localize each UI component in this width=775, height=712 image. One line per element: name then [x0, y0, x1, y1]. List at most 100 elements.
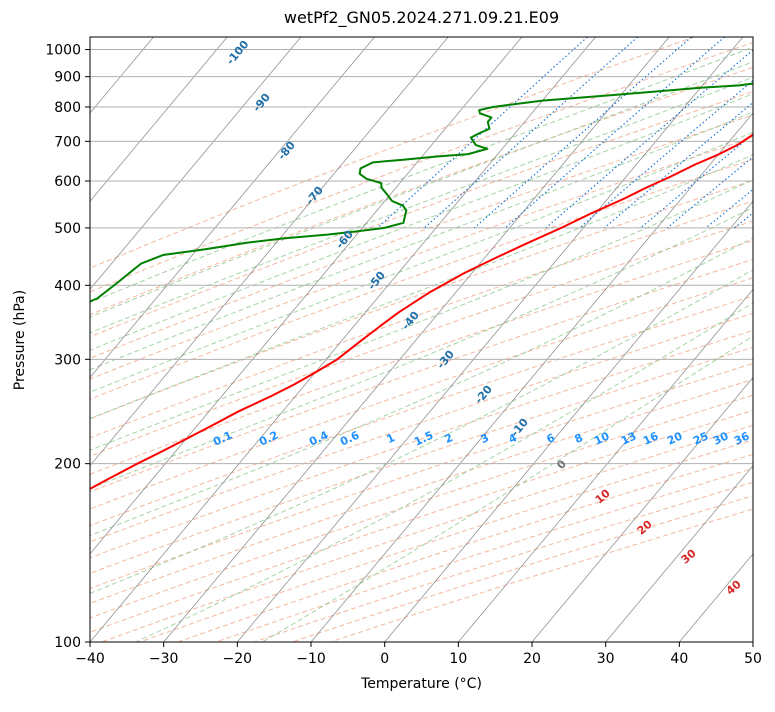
moist-adiabat-line [90, 76, 753, 334]
mixing-ratio-label: 0.4 [307, 428, 330, 448]
y-tick-label: 200 [54, 457, 81, 473]
mixing-ratio-line [424, 37, 638, 229]
dry-adiabat-line [90, 200, 753, 439]
mixing-ratio-label: 30 [711, 429, 731, 447]
mixing-ratio-label: 16 [641, 429, 661, 447]
mixing-ratio-label: 8 [573, 431, 585, 446]
moist-adiabat-line [262, 335, 753, 642]
mixing-ratio-line [666, 156, 753, 229]
mixing-ratio-line [734, 212, 753, 229]
y-tick-label: 100 [54, 635, 81, 651]
dry-adiabat-line [90, 312, 753, 543]
mixing-ratio-label: 0.6 [338, 428, 361, 448]
mixing-ratio-label: 10 [592, 429, 612, 447]
axes-frame [89, 36, 754, 643]
dry-adiabat-line [90, 41, 753, 293]
x-tick-label: 20 [523, 651, 541, 667]
mixing-ratio-line [757, 37, 775, 228]
isotherm-line [0, 37, 6, 642]
isotherm-line [752, 641, 753, 642]
y-tick-label: 500 [54, 221, 81, 237]
x-tick-label: 50 [744, 651, 762, 667]
isotherm-line [384, 200, 753, 642]
y-tick-label: 800 [54, 100, 81, 116]
x-tick-label: 0 [380, 651, 389, 667]
isotherm-line [90, 37, 523, 555]
mixing-ratio-label: 0.1 [211, 429, 234, 449]
dry-adiabat-line [90, 179, 753, 420]
dry-adiabat-line [90, 346, 753, 574]
isotherm-line [90, 37, 302, 290]
x-axis-label: Temperature (°C) [361, 676, 482, 692]
dry-adiabat-line [90, 258, 753, 493]
dry-adiabat-line [90, 66, 753, 316]
isotherm-line [90, 37, 596, 642]
x-tick-label: −40 [75, 651, 105, 667]
dry-adiabat-line [101, 424, 753, 642]
isotherm-line [90, 37, 449, 467]
dry-adiabat-line [90, 114, 753, 359]
dry-adiabat-line [253, 481, 753, 642]
y-tick-label: 700 [54, 134, 81, 150]
x-tick-label: −10 [296, 651, 326, 667]
moist-adiabat-line [90, 61, 753, 318]
dry-adiabat-line [90, 37, 695, 269]
dry-adiabat-line [90, 362, 753, 590]
mixing-ratio-line [545, 49, 753, 229]
isotherm-line [458, 288, 753, 642]
mixing-ratio-label: 25 [691, 429, 710, 447]
isotherm-line [90, 37, 228, 202]
moist-adiabat-line [135, 302, 753, 642]
dry-adiabat-line [90, 136, 753, 380]
isotherm-label: 0 [554, 457, 569, 471]
isotherm-line [310, 112, 753, 642]
chart-title: wetPf2_GN05.2024.271.09.21.E09 [283, 8, 560, 27]
mixing-ratio-label: 3 [479, 431, 491, 446]
y-tick-label: 900 [54, 70, 81, 86]
dry-adiabat-line [90, 277, 753, 510]
moist-adiabat-label: 20 [635, 517, 655, 537]
temperature-profile-line [90, 133, 753, 491]
moist-adiabat-line [90, 179, 753, 451]
dry-adiabat-line [90, 409, 753, 633]
mixing-ratio-label: 20 [665, 429, 685, 447]
isotherm-line [531, 376, 753, 642]
moist-adiabat-label: 40 [724, 577, 744, 597]
moist-adiabat-line [90, 269, 753, 594]
isotherm-label: -100 [224, 38, 252, 68]
mixing-ratio-label: 0.2 [257, 429, 280, 449]
mixing-ratio-line [377, 37, 588, 229]
mixing-ratio-line [504, 37, 725, 229]
mixing-ratio-line [705, 188, 753, 229]
x-tick-label: 40 [670, 651, 688, 667]
dry-adiabat-line [139, 439, 753, 642]
dry-adiabat-line [90, 329, 753, 559]
mixing-ratio-label: 6 [545, 431, 558, 446]
moist-adiabat-label: 30 [679, 546, 699, 566]
moist-adiabat-line [90, 46, 753, 304]
isotherm-line [163, 37, 670, 642]
y-tick-label: 1000 [45, 43, 81, 59]
moist-adiabat-line [90, 206, 753, 490]
moist-adiabat-label: 10 [593, 486, 613, 506]
mixing-ratio-label: 1.5 [412, 429, 435, 449]
moist-adiabat-line [90, 131, 753, 393]
y-tick-label: 400 [54, 278, 81, 294]
mixing-ratio-label: 2 [443, 431, 455, 446]
isotherm-line [605, 465, 753, 642]
isotherm-label: -80 [275, 139, 298, 163]
isotherm-label: -30 [434, 348, 457, 372]
moist-adiabat-line [90, 237, 753, 537]
dry-adiabat-line [90, 158, 753, 400]
plot-area [0, 37, 775, 642]
mixing-ratio-line [579, 79, 753, 229]
dewpoint-profile-line [90, 82, 753, 303]
dry-adiabat-line [90, 239, 753, 475]
mixing-ratio-label: 36 [732, 429, 752, 447]
mixing-ratio-label: 13 [619, 429, 638, 447]
isotherm-line [237, 37, 744, 642]
mixing-ratio-line [603, 101, 753, 229]
dry-adiabat-line [90, 378, 753, 604]
